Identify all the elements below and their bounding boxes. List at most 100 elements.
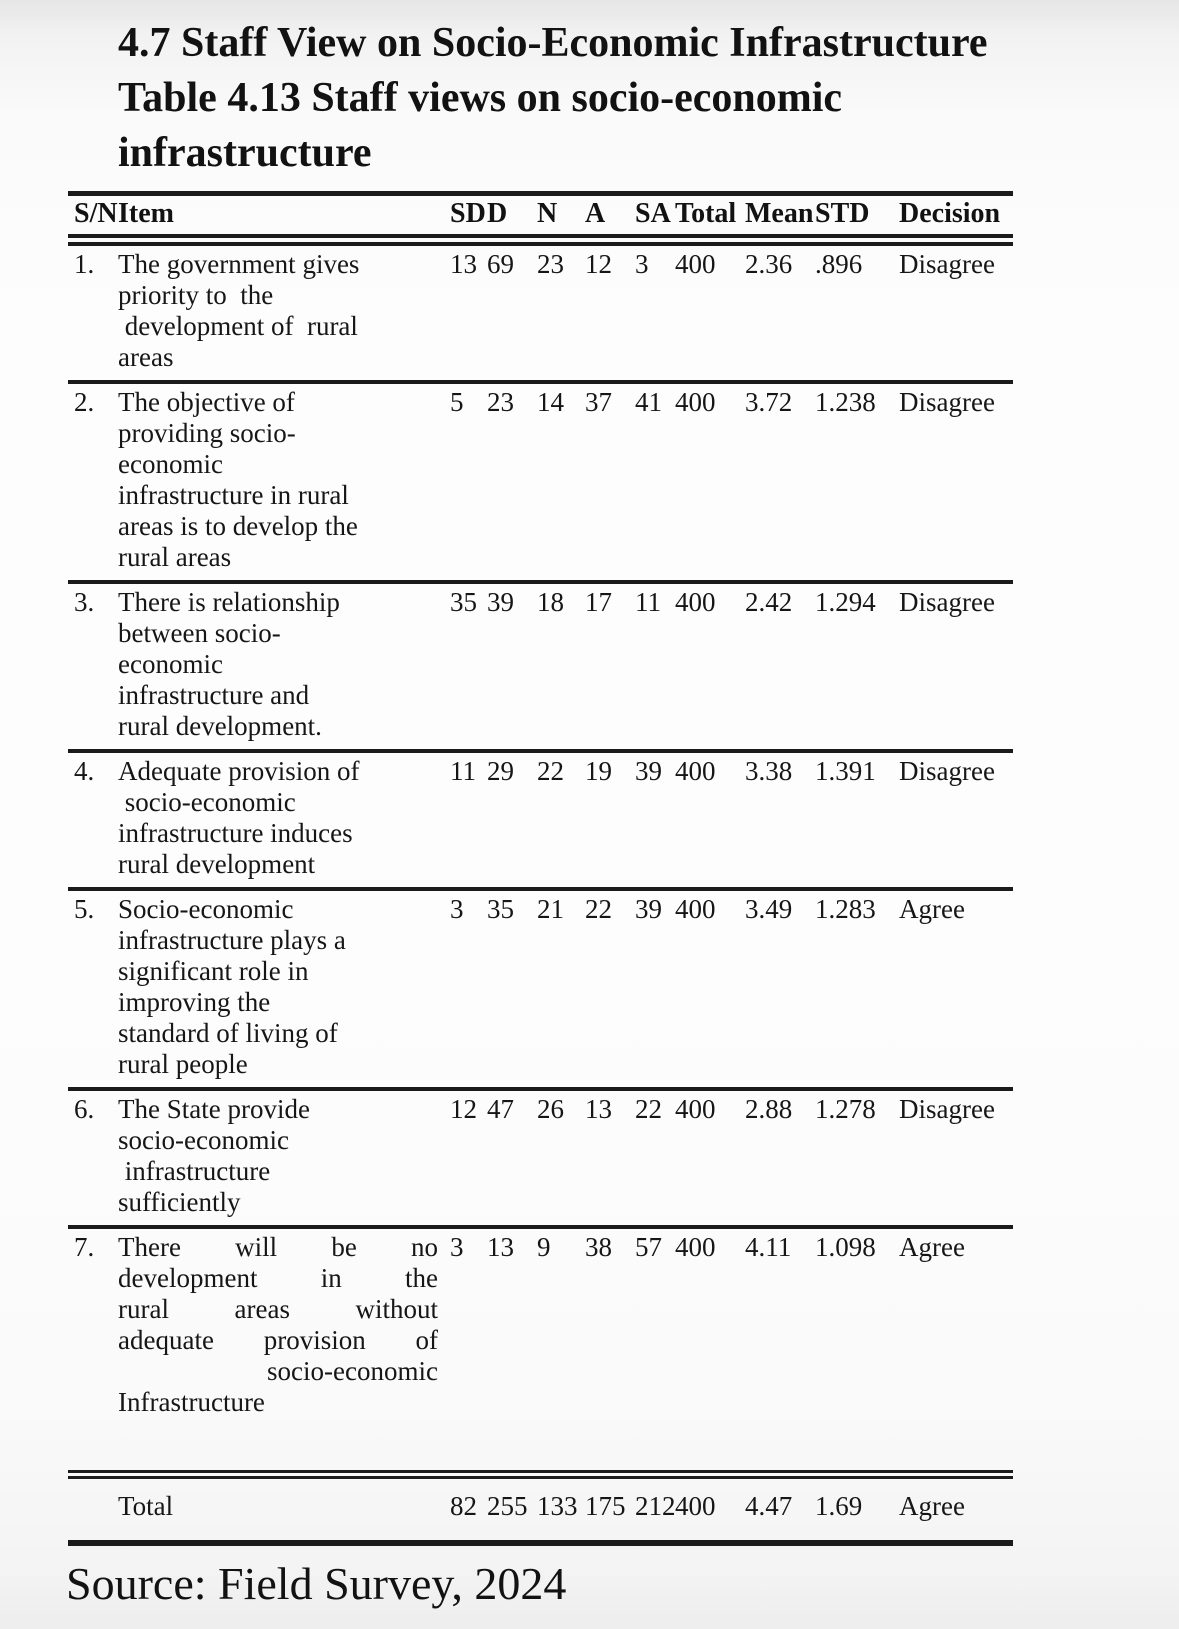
- value-cell: 400: [675, 382, 745, 584]
- item-line: Adequate provision of: [118, 756, 360, 786]
- column-header-item: Item: [118, 191, 450, 246]
- item-line: priority to the: [118, 280, 274, 310]
- row-number: [68, 1474, 118, 1546]
- value-cell: 47: [487, 1089, 537, 1229]
- item-line: rural development.: [118, 711, 322, 741]
- decision-cell: Disagree: [885, 382, 1013, 584]
- value-cell: 26: [537, 1089, 585, 1229]
- table-row: 5. Socio-economic infrastructure plays a si…: [68, 889, 1013, 1091]
- section-heading: 4.7 Staff View on Socio-Economic Infrast…: [118, 20, 988, 66]
- value-cell: 57: [635, 1227, 675, 1479]
- value-cell: .896: [815, 240, 885, 384]
- item-text: The government gives priority to the deve…: [118, 240, 450, 384]
- item-line: The State provide: [118, 1094, 310, 1124]
- value-cell: 37: [585, 382, 635, 584]
- item-line: rural development: [118, 849, 316, 879]
- decision-cell: Disagree: [885, 240, 1013, 384]
- staff-views-table: S/N Item SD D N A SA Total Mean STD Decision 1. The…: [68, 191, 1013, 1546]
- decision-cell: Agree: [885, 1474, 1013, 1546]
- item-line: infrastructure: [118, 1156, 271, 1186]
- table-row: 2. The objective of providing socio-econom…: [68, 382, 1013, 584]
- table-row: 3. There is relationship between socio-eco…: [68, 582, 1013, 753]
- item-line: socio-economic: [267, 1356, 438, 1386]
- item-line: significant role in: [118, 956, 309, 986]
- value-cell: 3.72: [745, 382, 815, 584]
- table-header-row: S/N Item SD D N A SA Total Mean STD Decision: [68, 191, 1013, 246]
- value-cell: 35: [487, 889, 537, 1091]
- item-text: Socio-economic infrastructure plays a sign…: [118, 889, 450, 1091]
- value-cell: 3.38: [745, 751, 815, 891]
- item-line: economic: [118, 649, 223, 679]
- row-number: 1.: [68, 240, 118, 384]
- column-header-a: A: [585, 191, 635, 246]
- value-cell: 12: [585, 240, 635, 384]
- decision-cell: Disagree: [885, 751, 1013, 891]
- value-cell: 4.47: [745, 1474, 815, 1546]
- table-row: 1. The government gives priority to the de…: [68, 240, 1013, 384]
- value-cell: 3: [450, 1227, 487, 1479]
- value-cell: 35: [450, 582, 487, 753]
- column-header-mean: Mean: [745, 191, 815, 246]
- value-cell: 400: [675, 1089, 745, 1229]
- item-line: infrastructure and: [118, 680, 310, 710]
- item-text: The objective of providing socio-economic…: [118, 382, 450, 584]
- item-text: There will be no development in the rural …: [118, 1227, 450, 1479]
- row-number: 2.: [68, 382, 118, 584]
- item-line: socio-economic: [118, 787, 296, 817]
- value-cell: 19: [585, 751, 635, 891]
- value-cell: 23: [487, 382, 537, 584]
- item-line: rural areas: [118, 542, 232, 572]
- value-cell: 1.238: [815, 382, 885, 584]
- table-row: 6. The State provide socio-economic infras…: [68, 1089, 1013, 1229]
- value-cell: 21: [537, 889, 585, 1091]
- item-line: socio-economic: [118, 1125, 289, 1155]
- value-cell: 82: [450, 1474, 487, 1546]
- value-cell: 400: [675, 889, 745, 1091]
- value-cell: 12: [450, 1089, 487, 1229]
- value-cell: 400: [675, 1474, 745, 1546]
- value-cell: 13: [487, 1227, 537, 1479]
- total-row: Total 82 255 133 175 212 400 4.47 1.69 Agree: [68, 1474, 1013, 1546]
- table-body: 1. The government gives priority to the de…: [68, 240, 1013, 1546]
- item-line: rural people: [118, 1049, 248, 1079]
- value-cell: 2.36: [745, 240, 815, 384]
- value-cell: 400: [675, 240, 745, 384]
- value-cell: 255: [487, 1474, 537, 1546]
- row-number: 7.: [68, 1227, 118, 1479]
- total-label: Total: [118, 1474, 450, 1546]
- table-caption: Table 4.13 Staff views on socio-economic…: [118, 75, 843, 176]
- value-cell: 5: [450, 382, 487, 584]
- value-cell: 13: [585, 1089, 635, 1229]
- value-cell: 3: [450, 889, 487, 1091]
- value-cell: 1.69: [815, 1474, 885, 1546]
- column-header-sa: SA: [635, 191, 675, 246]
- column-header-sd: SD: [450, 191, 487, 246]
- item-line: rural areas without: [118, 1294, 438, 1324]
- item-line: sufficiently: [118, 1187, 241, 1217]
- value-cell: 29: [487, 751, 537, 891]
- value-cell: 22: [537, 751, 585, 891]
- value-cell: 2.42: [745, 582, 815, 753]
- column-header-n: N: [537, 191, 585, 246]
- item-line: Socio-economic: [118, 894, 294, 924]
- row-number: 4.: [68, 751, 118, 891]
- item-line: The government gives: [118, 249, 360, 279]
- item-text: The State provide socio-economic infrastr…: [118, 1089, 450, 1229]
- row-number: 5.: [68, 889, 118, 1091]
- value-cell: 69: [487, 240, 537, 384]
- value-cell: 3.49: [745, 889, 815, 1091]
- item-line: infrastructure induces: [118, 818, 353, 848]
- item-text: Adequate provision of socio-economic infr…: [118, 751, 450, 891]
- value-cell: 133: [537, 1474, 585, 1546]
- heading-block: 4.7 Staff View on Socio-Economic Infrast…: [0, 0, 1179, 181]
- value-cell: 175: [585, 1474, 635, 1546]
- value-cell: 38: [585, 1227, 635, 1479]
- decision-cell: Agree: [885, 889, 1013, 1091]
- column-header-decision: Decision: [885, 191, 1013, 246]
- value-cell: 4.11: [745, 1227, 815, 1479]
- value-cell: 400: [675, 582, 745, 753]
- value-cell: 14: [537, 382, 585, 584]
- value-cell: 39: [635, 751, 675, 891]
- value-cell: 39: [635, 889, 675, 1091]
